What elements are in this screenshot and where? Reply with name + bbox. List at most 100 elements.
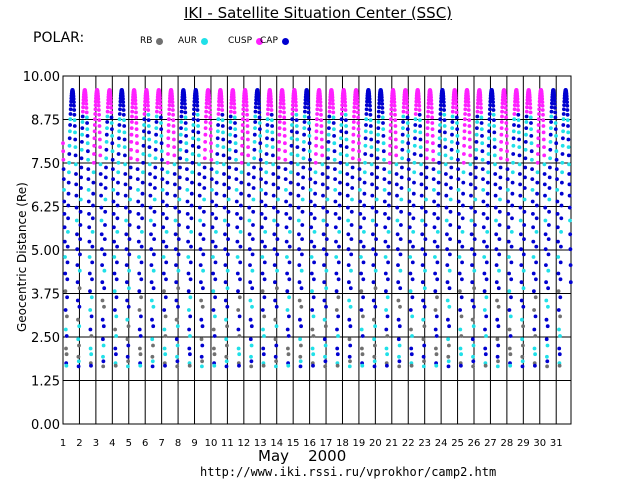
- data-point: [547, 175, 552, 180]
- data-point: [542, 153, 547, 158]
- data-point: [420, 247, 425, 252]
- data-point: [154, 140, 158, 144]
- data-point: [430, 110, 434, 115]
- data-point: [109, 102, 113, 106]
- data-point: [313, 170, 318, 175]
- data-point: [86, 199, 91, 204]
- data-point: [286, 334, 291, 338]
- data-point: [308, 188, 313, 192]
- data-point: [297, 298, 302, 303]
- data-point: [88, 308, 93, 312]
- data-point: [449, 165, 454, 170]
- data-point: [117, 129, 122, 134]
- data-point: [534, 277, 538, 282]
- data-point: [504, 127, 509, 131]
- data-point: [508, 314, 513, 319]
- data-point: [149, 263, 154, 267]
- data-point: [78, 252, 82, 257]
- data-point: [73, 153, 78, 158]
- data-point: [495, 317, 500, 322]
- data-point: [418, 137, 423, 142]
- data-point: [197, 193, 202, 198]
- data-point: [400, 132, 405, 137]
- data-point: [177, 223, 181, 227]
- data-point: [336, 334, 340, 338]
- data-point: [90, 244, 95, 249]
- data-point: [244, 100, 249, 104]
- data-point: [66, 203, 71, 208]
- data-point: [179, 120, 184, 124]
- data-point: [476, 101, 480, 106]
- data-point: [548, 156, 552, 161]
- data-point: [172, 137, 176, 142]
- data-point: [356, 121, 361, 125]
- data-point: [269, 97, 273, 101]
- data-point: [416, 94, 421, 99]
- data-point: [536, 136, 541, 141]
- data-point: [261, 346, 266, 351]
- data-point: [437, 129, 442, 134]
- data-point: [343, 108, 348, 112]
- data-point: [300, 197, 305, 202]
- data-point: [431, 157, 436, 162]
- data-point: [163, 334, 168, 338]
- data-point: [530, 167, 534, 172]
- data-point: [272, 263, 277, 267]
- data-point: [552, 98, 557, 103]
- data-point: [271, 153, 275, 158]
- data-point: [305, 95, 310, 100]
- data-point: [556, 289, 561, 294]
- data-point: [197, 153, 201, 158]
- data-point: [89, 352, 94, 357]
- data-point: [133, 102, 138, 106]
- data-point: [258, 141, 263, 146]
- data-point: [404, 95, 409, 100]
- data-point: [296, 218, 301, 223]
- data-point: [214, 230, 218, 234]
- data-point: [393, 112, 397, 117]
- data-point: [455, 134, 460, 138]
- data-point: [235, 212, 239, 216]
- data-point: [441, 94, 446, 99]
- data-point: [177, 197, 182, 202]
- data-point: [283, 177, 288, 182]
- data-point: [115, 203, 120, 208]
- data-point: [235, 271, 240, 276]
- data-point: [109, 106, 113, 110]
- data-point: [424, 175, 429, 180]
- data-point: [333, 212, 338, 216]
- data-point: [553, 106, 557, 110]
- data-point: [135, 157, 140, 162]
- data-point: [334, 271, 339, 276]
- data-point: [137, 308, 142, 312]
- data-point: [126, 304, 131, 309]
- data-point: [207, 95, 212, 100]
- data-point: [504, 121, 509, 125]
- data-point: [260, 308, 265, 312]
- data-point: [552, 95, 557, 100]
- data-point: [336, 260, 341, 265]
- data-point: [270, 145, 275, 150]
- data-point: [148, 182, 153, 187]
- data-point: [272, 218, 276, 223]
- data-point: [332, 157, 337, 162]
- data-point: [331, 115, 336, 120]
- data-point: [376, 114, 381, 119]
- data-point: [126, 324, 131, 329]
- data-point: [293, 97, 298, 101]
- data-point: [443, 137, 447, 142]
- data-point: [299, 268, 304, 273]
- data-point: [434, 334, 439, 338]
- data-point: [97, 112, 101, 117]
- data-point: [385, 352, 389, 357]
- data-point: [99, 193, 103, 198]
- data-point: [67, 170, 71, 175]
- data-point: [187, 346, 192, 351]
- data-point: [222, 172, 226, 176]
- data-point: [397, 324, 402, 329]
- data-point: [96, 97, 101, 101]
- data-point: [525, 101, 530, 106]
- data-point: [298, 364, 303, 369]
- data-point: [213, 295, 218, 300]
- data-point: [343, 97, 347, 101]
